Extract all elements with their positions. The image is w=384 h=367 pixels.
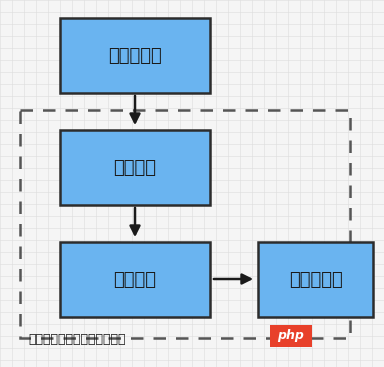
Bar (270, 325, 312, 347)
Bar (60, 18, 210, 93)
Text: 消息中间件: 消息中间件 (289, 270, 343, 288)
Bar (60, 242, 210, 317)
Bar (258, 242, 373, 317)
Text: 事务发起方: 事务发起方 (108, 47, 162, 65)
Text: 发送消息: 发送消息 (114, 270, 157, 288)
Text: 本地事务: 本地事务 (114, 159, 157, 177)
Bar (60, 130, 210, 205)
Text: 本地事务与消息的原子性问题: 本地事务与消息的原子性问题 (28, 333, 126, 346)
Text: php: php (278, 330, 305, 342)
Bar (20, 110, 350, 338)
